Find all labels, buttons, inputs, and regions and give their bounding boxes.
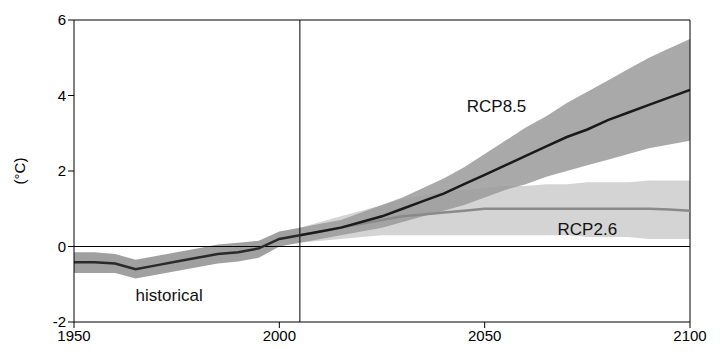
svg-text:(°C): (°C) [11, 158, 28, 185]
svg-text:1950: 1950 [57, 326, 91, 344]
svg-text:-2: -2 [53, 313, 66, 330]
svg-text:RCP8.5: RCP8.5 [467, 97, 527, 116]
svg-text:2000: 2000 [263, 327, 296, 344]
svg-text:2: 2 [58, 162, 66, 179]
svg-text:2050: 2050 [468, 327, 501, 344]
svg-text:2100: 2100 [673, 327, 706, 344]
svg-text:4: 4 [58, 87, 66, 104]
svg-text:RCP2.6: RCP2.6 [558, 220, 618, 239]
svg-text:0: 0 [58, 238, 66, 255]
svg-text:historical: historical [136, 286, 203, 305]
svg-text:6: 6 [58, 11, 66, 28]
